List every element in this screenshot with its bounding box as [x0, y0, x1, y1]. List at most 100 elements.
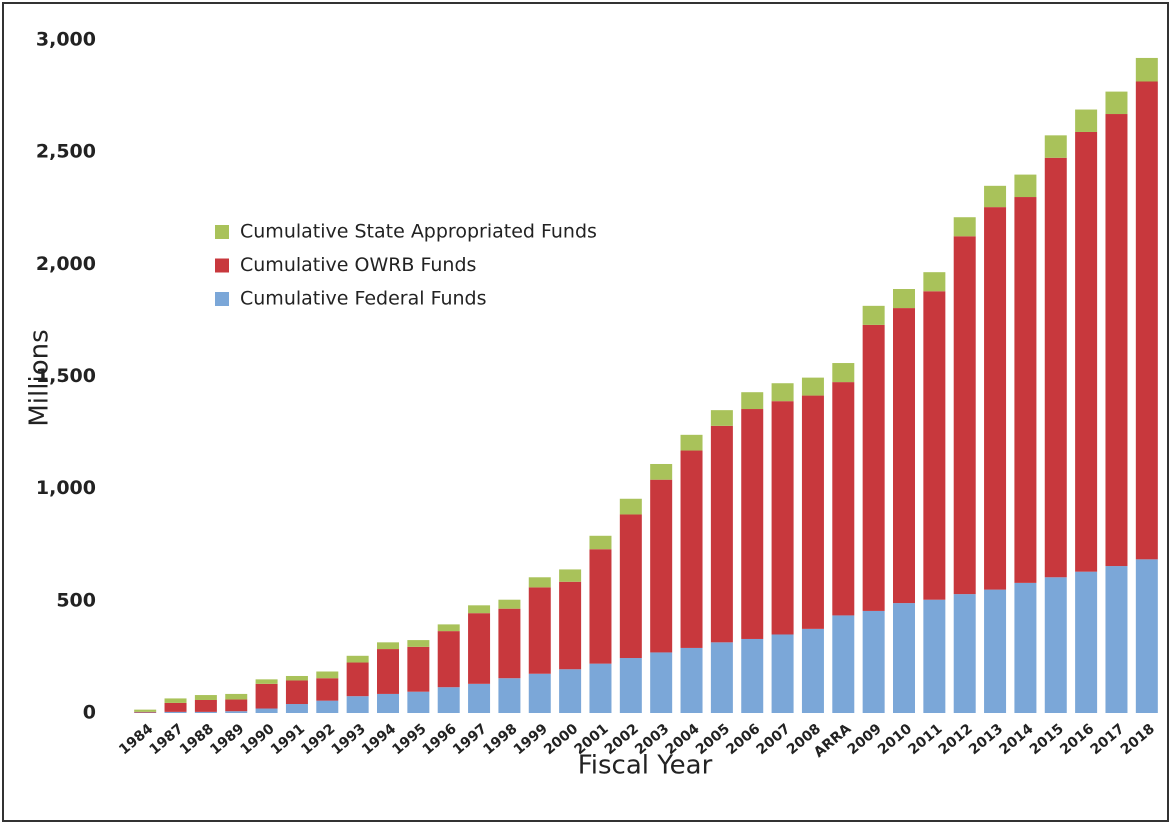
y-tick-label: 500: [56, 589, 96, 611]
bar-segment: [923, 599, 946, 713]
bar-segment: [225, 693, 248, 700]
x-tick-label: 1992: [298, 721, 338, 758]
legend-label: Cumulative OWRB Funds: [240, 254, 476, 276]
bar-segment: [832, 363, 855, 383]
bar-segment: [316, 678, 339, 701]
bar-segment: [650, 463, 673, 480]
x-tick-label: 2016: [1057, 721, 1097, 758]
bar-segment: [710, 410, 733, 426]
bar-segment: [377, 642, 399, 650]
legend-swatch: [215, 225, 229, 239]
bar-segment: [619, 514, 642, 659]
bar-segment: [832, 615, 855, 713]
bar-segment: [1075, 131, 1098, 572]
y-tick-label: 2,500: [36, 141, 96, 163]
legend-label: Cumulative Federal Funds: [240, 288, 487, 310]
x-tick-label: 1984: [116, 721, 156, 758]
bar-segment: [559, 581, 582, 670]
y-tick-label: 1,500: [36, 365, 96, 387]
bar-segment: [285, 675, 308, 681]
x-tick-label: 1996: [420, 721, 460, 758]
x-tick-label: 1999: [511, 721, 551, 758]
bar-segment: [407, 691, 430, 713]
y-tick-label: 3,000: [36, 29, 96, 51]
bar-segment: [346, 655, 369, 663]
bar-segment: [346, 662, 369, 697]
bar-segment: [680, 647, 703, 713]
bar-segment: [194, 695, 217, 700]
x-tick-label: 1995: [389, 721, 429, 758]
bar-segment: [680, 434, 703, 451]
x-tick-label: 1998: [480, 721, 520, 758]
bar-segment: [498, 608, 521, 679]
bar-segment: [164, 698, 187, 703]
bar-segment: [650, 652, 673, 713]
bar-segment: [589, 535, 612, 550]
bar-segment: [528, 577, 551, 588]
x-tick-label: 1988: [177, 721, 217, 758]
bar-segment: [589, 549, 612, 664]
x-tick-label: 1987: [147, 721, 187, 758]
x-tick-label: 1993: [329, 721, 369, 758]
bar-segment: [741, 392, 764, 410]
bar-segment: [984, 207, 1007, 590]
x-tick-label: 2011: [905, 721, 945, 758]
y-tick-label: 1,000: [36, 477, 96, 499]
bar-segment: [437, 687, 460, 713]
x-tick-label: 2017: [1087, 721, 1127, 758]
bar-segment: [953, 594, 976, 713]
bar-segment: [225, 711, 248, 713]
bar-segment: [407, 640, 430, 647]
bar-segment: [710, 425, 733, 643]
bar-segment: [407, 646, 430, 692]
x-tick-label: 2007: [754, 721, 794, 758]
bar-segment: [559, 569, 582, 582]
x-tick-label: 2013: [966, 721, 1006, 758]
y-axis-label: Millions: [25, 329, 55, 426]
bar-segment: [437, 624, 460, 632]
bar-segment: [619, 658, 642, 713]
legend-swatch: [215, 258, 229, 273]
bar-segment: [771, 401, 794, 635]
bar-segment: [984, 185, 1007, 208]
x-tick-label: 2009: [845, 721, 885, 758]
bar-segment: [862, 305, 885, 325]
bar-segment: [498, 678, 521, 713]
bar-segment: [832, 382, 855, 616]
bar-segment: [164, 711, 187, 713]
bar-segment: [801, 628, 824, 713]
bar-segment: [1044, 157, 1067, 578]
bar-segment: [771, 634, 794, 713]
bar-segment: [1075, 571, 1098, 713]
x-tick-label: 1989: [207, 721, 247, 758]
bar-segment: [771, 383, 794, 402]
bar-segment: [1014, 582, 1037, 713]
bar-segment: [1014, 174, 1037, 198]
bar-segment: [164, 702, 187, 712]
bar-segment: [134, 711, 157, 713]
bar-segment: [468, 605, 491, 614]
bar-segment: [528, 673, 551, 713]
bar-segment: [893, 603, 915, 713]
bar-segment: [559, 669, 582, 713]
bar-segment: [285, 704, 308, 713]
x-tick-label: 1990: [238, 721, 278, 758]
bar-segment: [346, 696, 369, 713]
bar-segment: [377, 649, 399, 694]
bar-segment: [589, 663, 612, 713]
x-tick-label: 2012: [936, 721, 976, 758]
bar-segment: [953, 217, 976, 237]
x-tick-label: 2015: [1027, 721, 1067, 758]
bar-segment: [316, 700, 339, 713]
bar-segment: [194, 699, 217, 712]
bar-segment: [194, 711, 217, 713]
bar-segment: [680, 450, 703, 648]
bar-segment: [984, 589, 1007, 713]
x-tick-label: 1997: [450, 721, 490, 758]
bar-segment: [923, 272, 946, 292]
x-axis-label: Fiscal Year: [578, 751, 713, 781]
bar-segment: [1044, 135, 1067, 158]
x-tick-label: 2006: [723, 721, 763, 758]
x-tick-label: 1994: [359, 721, 399, 758]
